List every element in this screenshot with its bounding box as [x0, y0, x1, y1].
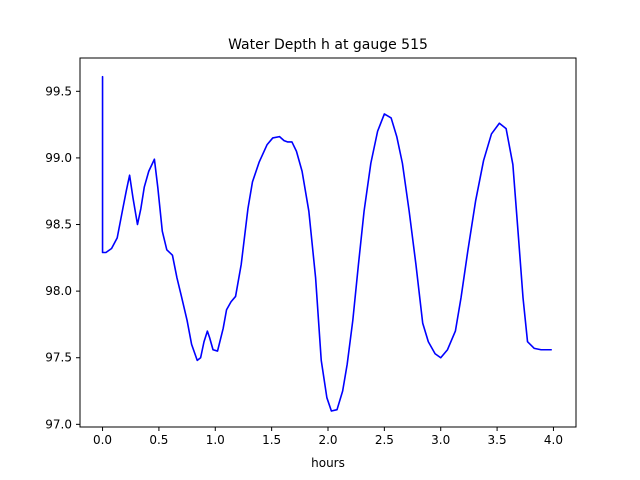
y-tick-label: 97.5 [45, 351, 72, 365]
x-tick-label: 4.0 [544, 433, 563, 447]
y-axis: 97.0 97.5 98.0 98.5 99.0 99.5 [45, 84, 80, 431]
y-tick-label: 98.0 [45, 284, 72, 298]
series-line-0 [101, 75, 552, 412]
x-tick-label: 2.0 [318, 433, 337, 447]
x-tick-label: 2.5 [375, 433, 394, 447]
chart-title: Water Depth h at gauge 515 [228, 37, 428, 53]
y-tick-label: 99.0 [45, 151, 72, 165]
x-tick-label: 1.0 [206, 433, 225, 447]
plot-area [101, 75, 552, 412]
y-tick-label: 97.0 [45, 417, 72, 431]
x-tick-label: 0.0 [93, 433, 112, 447]
y-tick-label: 98.5 [45, 218, 72, 232]
x-tick-label: 1.5 [262, 433, 281, 447]
x-axis: 0.0 0.5 1.0 1.5 2.0 2.5 3.0 3.5 4.0 [93, 427, 563, 447]
x-tick-label: 0.5 [149, 433, 168, 447]
y-tick-label: 99.5 [45, 84, 72, 98]
x-axis-label: hours [311, 456, 345, 470]
x-tick-label: 3.0 [431, 433, 450, 447]
x-tick-label: 3.5 [488, 433, 507, 447]
